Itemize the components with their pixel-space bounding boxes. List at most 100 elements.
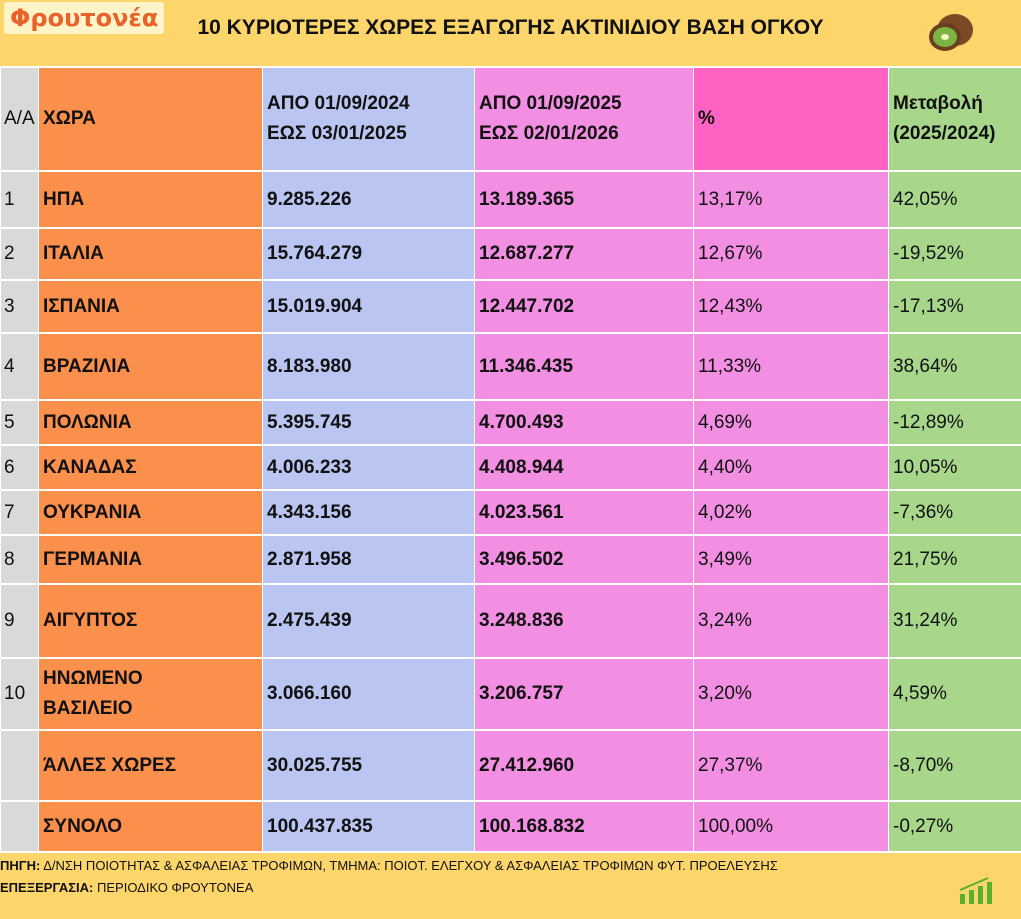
table-row: 8 ΓΕΡΜΑΝΙΑ 2.871.958 3.496.502 3,49% 21,75% — [0, 534, 1021, 585]
cell: 10 — [0, 657, 39, 731]
cell: 7 — [0, 489, 39, 536]
cell: ΠΟΛΩΝΙΑ — [38, 399, 263, 446]
cell: ΒΡΑΖΙΛΙΑ — [38, 332, 263, 401]
cell: 27.412.960 — [474, 729, 694, 802]
cell: 4,59% — [888, 657, 1021, 731]
cell: 8 — [0, 534, 39, 585]
cell: -0,27% — [888, 800, 1021, 853]
cell: 3,49% — [693, 534, 889, 585]
cell: ΙΤΑΛΙΑ — [38, 227, 263, 281]
cell: ΑΙΓΥΠΤΟΣ — [38, 583, 263, 659]
cell: 3,20% — [693, 657, 889, 731]
cell: 3 — [0, 279, 39, 334]
cell: 3.206.757 — [474, 657, 694, 731]
cell: 42,05% — [888, 170, 1021, 229]
cell: 4,69% — [693, 399, 889, 446]
cell: -12,89% — [888, 399, 1021, 446]
header-row: Α/Α ΧΩΡΑ ΑΠΟ 01/09/2024 ΕΩΣ 03/01/2025 ΑΠΟ … — [0, 66, 1021, 172]
cell: 21,75% — [888, 534, 1021, 585]
cell: ΗΝΩΜΕΝΟ ΒΑΣΙΛΕΙΟ — [38, 657, 263, 731]
table-row: 9 ΑΙΓΥΠΤΟΣ 2.475.439 3.248.836 3,24% 31,24% — [0, 583, 1021, 659]
cell: 9.285.226 — [262, 170, 475, 229]
cell: 2.475.439 — [262, 583, 475, 659]
cell: 4.408.944 — [474, 444, 694, 491]
cell: 4.700.493 — [474, 399, 694, 446]
cell: ΗΠΑ — [38, 170, 263, 229]
header-cell: % — [693, 66, 889, 172]
table-row: 6 ΚΑΝΑΔΑΣ 4.006.233 4.408.944 4,40% 10,05% — [0, 444, 1021, 491]
cell: 100.437.835 — [262, 800, 475, 853]
cell: 38,64% — [888, 332, 1021, 401]
cell: 8.183.980 — [262, 332, 475, 401]
cell: 100,00% — [693, 800, 889, 853]
cell: -17,13% — [888, 279, 1021, 334]
cell: 3.248.836 — [474, 583, 694, 659]
header-cell: ΑΠΟ 01/09/2025 ΕΩΣ 02/01/2026 — [474, 66, 694, 172]
cell: ΓΕΡΜΑΝΙΑ — [38, 534, 263, 585]
source-text: Δ/ΝΣΗ ΠΟΙΟΤΗΤΑΣ & ΑΣΦΑΛΕΙΑΣ ΤΡΟΦΙΜΩΝ, ΤΜ… — [40, 858, 778, 873]
cell: 4,02% — [693, 489, 889, 536]
table-row: 10 ΗΝΩΜΕΝΟ ΒΑΣΙΛΕΙΟ 3.066.160 3.206.757 3,20… — [0, 657, 1021, 731]
cell: ΆΛΛΕΣ ΧΩΡΕΣ — [38, 729, 263, 802]
table-row: 1 ΗΠΑ 9.285.226 13.189.365 13,17% 42,05% — [0, 170, 1021, 229]
cell: 15.764.279 — [262, 227, 475, 281]
cell: 3.066.160 — [262, 657, 475, 731]
cell: 3,24% — [693, 583, 889, 659]
table-row: 5 ΠΟΛΩΝΙΑ 5.395.745 4.700.493 4,69% -12,89% — [0, 399, 1021, 446]
cell: 11.346.435 — [474, 332, 694, 401]
title: 10 ΚΥΡΙΟΤΕΡΕΣ ΧΩΡΕΣ ΕΞΑΓΩΓΗΣ ΑΚΤΙΝΙΔΙΟΥ … — [197, 16, 824, 39]
table: Α/Α ΧΩΡΑ ΑΠΟ 01/09/2024 ΕΩΣ 03/01/2025 ΑΠΟ … — [0, 66, 1021, 853]
cell: 2.871.958 — [262, 534, 475, 585]
cell: 13,17% — [693, 170, 889, 229]
table-row: ΆΛΛΕΣ ΧΩΡΕΣ 30.025.755 27.412.960 27,37% -8,… — [0, 729, 1021, 802]
table-row: 2 ΙΤΑΛΙΑ 15.764.279 12.687.277 12,67% -19,52% — [0, 227, 1021, 281]
header-cell: ΑΠΟ 01/09/2024 ΕΩΣ 03/01/2025 — [262, 66, 475, 172]
cell: 9 — [0, 583, 39, 659]
header-cell: ΧΩΡΑ — [38, 66, 263, 172]
cell: -8,70% — [888, 729, 1021, 802]
cell — [0, 729, 39, 802]
processing-text: ΠΕΡΙΟΔΙΚΟ ΦΡΟΥΤΟΝΕΑ — [93, 880, 254, 895]
cell: 6 — [0, 444, 39, 491]
cell: 30.025.755 — [262, 729, 475, 802]
cell: 13.189.365 — [474, 170, 694, 229]
logo: Φρουτονέα — [4, 2, 165, 34]
cell: 2 — [0, 227, 39, 281]
cell — [0, 800, 39, 853]
cell: ΣΥΝΟΛΟ — [38, 800, 263, 853]
processing-label: ΕΠΕΞΕΡΓΑΣΙΑ: — [0, 880, 94, 895]
cell: 4 — [0, 332, 39, 401]
cell: 31,24% — [888, 583, 1021, 659]
source: ΠΗΓΗ: Δ/ΝΣΗ ΠΟΙΟΤΗΤΑΣ & ΑΣΦΑΛΕΙΑΣ ΤΡΟΦΙΜ… — [0, 858, 778, 873]
cell: ΚΑΝΑΔΑΣ — [38, 444, 263, 491]
cell: 5 — [0, 399, 39, 446]
cell: -19,52% — [888, 227, 1021, 281]
cell: 4.343.156 — [262, 489, 475, 536]
cell: 12.687.277 — [474, 227, 694, 281]
cell: 11,33% — [693, 332, 889, 401]
table-row: 3 ΙΣΠΑΝΙΑ 15.019.904 12.447.702 12,43% -17,13… — [0, 279, 1021, 334]
cell: 27,37% — [693, 729, 889, 802]
cell: 4.023.561 — [474, 489, 694, 536]
header-cell: Μεταβολή (2025/2024) — [888, 66, 1021, 172]
table-row: ΣΥΝΟΛΟ 100.437.835 100.168.832 100,00% -0,27… — [0, 800, 1021, 853]
table-row: 7 ΟΥΚΡΑΝΙΑ 4.343.156 4.023.561 4,02% -7,36% — [0, 489, 1021, 536]
cell: ΟΥΚΡΑΝΙΑ — [38, 489, 263, 536]
kiwi-icon — [929, 14, 973, 51]
cell: 12.447.702 — [474, 279, 694, 334]
header-cell: Α/Α — [0, 66, 39, 172]
cell: ΙΣΠΑΝΙΑ — [38, 279, 263, 334]
table-row: 4 ΒΡΑΖΙΛΙΑ 8.183.980 11.346.435 11,33% 38,64% — [0, 332, 1021, 401]
chart-icon — [959, 877, 992, 904]
cell: 4,40% — [693, 444, 889, 491]
source-label: ΠΗΓΗ: — [0, 858, 41, 873]
cell: 1 — [0, 170, 39, 229]
processing: ΕΠΕΞΕΡΓΑΣΙΑ: ΠΕΡΙΟΔΙΚΟ ΦΡΟΥΤΟΝΕΑ — [0, 880, 253, 895]
cell: 10,05% — [888, 444, 1021, 491]
cell: 3.496.502 — [474, 534, 694, 585]
cell: 100.168.832 — [474, 800, 694, 853]
cell: 15.019.904 — [262, 279, 475, 334]
cell: 12,43% — [693, 279, 889, 334]
cell: 5.395.745 — [262, 399, 475, 446]
